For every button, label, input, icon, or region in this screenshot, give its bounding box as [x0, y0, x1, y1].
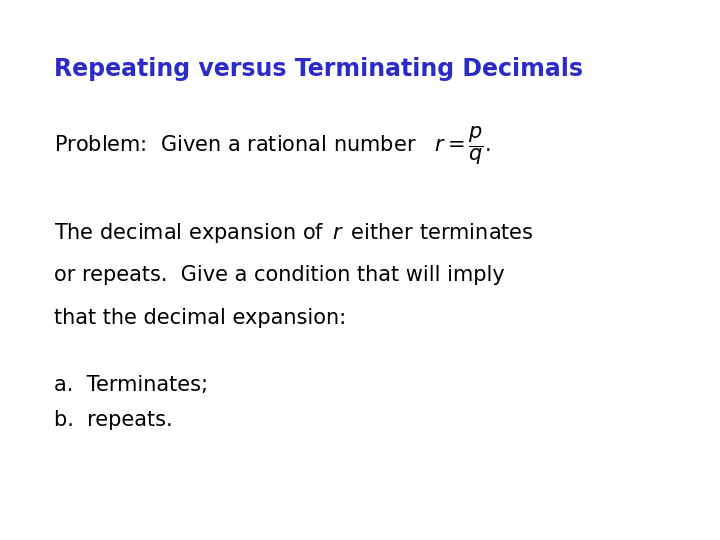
- Text: Problem:  Given a rational number   $r = \dfrac{p}{q}$.: Problem: Given a rational number $r = \d…: [54, 124, 491, 167]
- Text: that the decimal expansion:: that the decimal expansion:: [54, 308, 346, 328]
- Text: a.  Terminates;: a. Terminates;: [54, 375, 208, 395]
- Text: The decimal expansion of $\,r\,$ either terminates: The decimal expansion of $\,r\,$ either …: [54, 221, 534, 245]
- Text: b.  repeats.: b. repeats.: [54, 410, 173, 430]
- Text: or repeats.  Give a condition that will imply: or repeats. Give a condition that will i…: [54, 265, 505, 285]
- Text: Repeating versus Terminating Decimals: Repeating versus Terminating Decimals: [54, 57, 583, 80]
